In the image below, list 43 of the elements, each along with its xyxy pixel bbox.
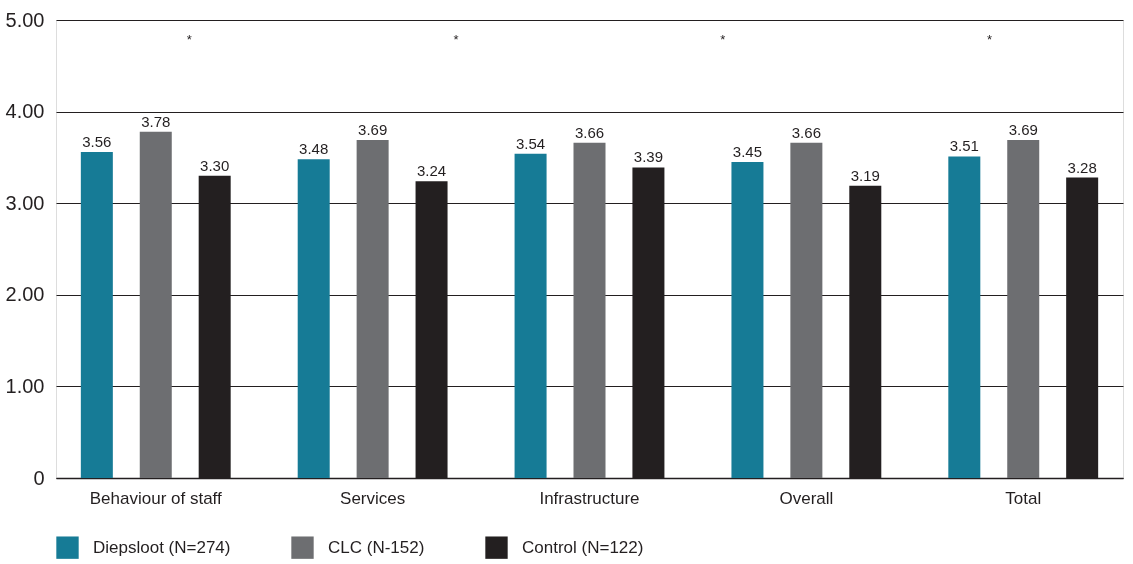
y-tick-label: 3.00 (5, 191, 45, 214)
x-tick-label: Total (1005, 488, 1042, 508)
bar (731, 161, 764, 478)
y-tick-label: 5.00 (5, 8, 45, 31)
data-label: 3.66 (574, 123, 605, 141)
y-tick-label: 2.00 (5, 283, 45, 306)
y-tick-label: 0 (33, 466, 45, 489)
bar (1007, 140, 1040, 478)
legend-label: Control (N=122) (522, 537, 644, 557)
data-label: 3.51 (949, 137, 979, 155)
data-label: 3.66 (791, 123, 821, 141)
annotation: * (453, 32, 459, 47)
x-tick-label: Behaviour of staff (89, 488, 223, 508)
data-label: 3.30 (200, 156, 230, 174)
y-tick-label: 1.00 (5, 374, 45, 397)
data-label: 3.54 (515, 134, 546, 152)
bar (356, 140, 389, 478)
bar (948, 156, 981, 478)
data-label: 3.28 (1067, 158, 1097, 176)
annotation: * (720, 32, 726, 47)
bar (573, 142, 606, 478)
x-tick-label: Infrastructure (539, 488, 640, 508)
data-label: 3.69 (358, 121, 388, 138)
annotation: * (987, 32, 993, 47)
data-label: 3.24 (416, 162, 447, 180)
data-label: 3.78 (141, 112, 171, 130)
annotation: * (186, 32, 192, 47)
bar (514, 153, 547, 478)
data-label: 3.69 (1008, 121, 1038, 138)
data-label: 3.45 (732, 142, 763, 160)
data-label: 3.39 (633, 148, 664, 166)
data-label: 3.19 (850, 166, 880, 184)
data-label: 3.48 (299, 140, 329, 158)
bar (80, 151, 113, 478)
bar (139, 131, 172, 478)
bar (297, 159, 330, 478)
data-label: 3.56 (82, 132, 112, 150)
legend-label: Diepsloot (N=274) (93, 537, 231, 557)
bar (790, 142, 823, 478)
y-tick-label: 4.00 (5, 100, 45, 123)
x-tick-label: Overall (779, 488, 834, 508)
x-tick-label: Services (340, 488, 406, 508)
legend-label: CLC (N-152) (328, 537, 425, 557)
